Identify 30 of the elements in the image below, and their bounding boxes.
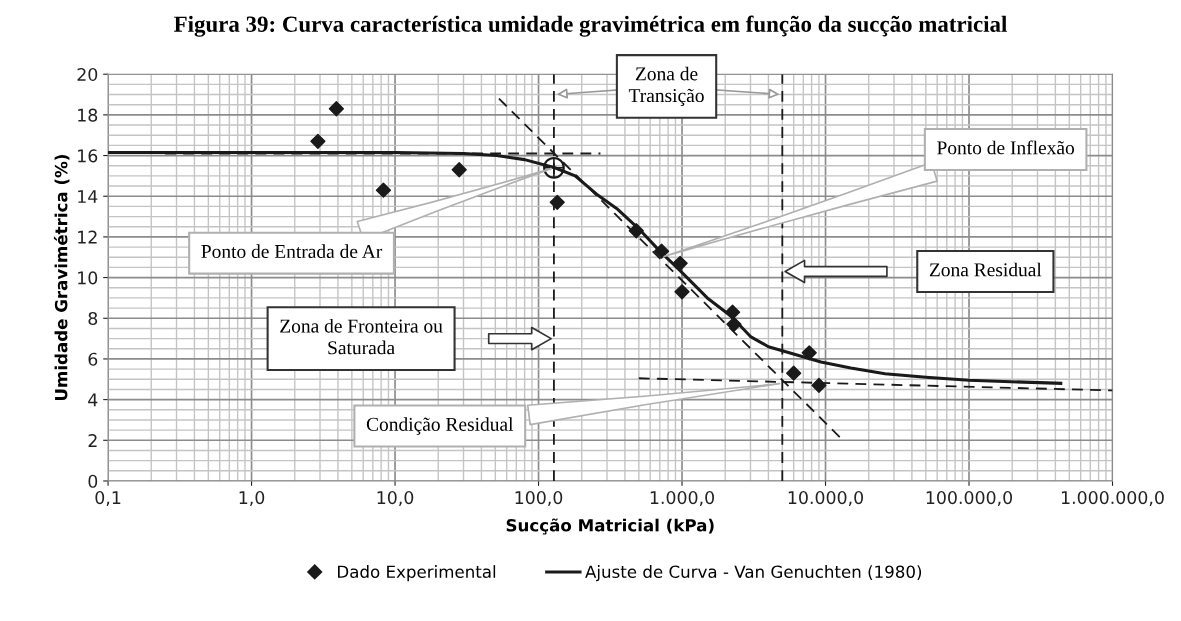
x-tick-label: 0,1 [95,490,121,506]
y-tick-label: 2 [88,434,97,447]
y-tick-label: 12 [78,230,97,244]
y-tick-label: 14 [78,190,98,203]
x-tick-label: 1,0 [239,490,265,506]
annotation: Ponto de Inflexão [937,140,1075,155]
annotation: Zona de Fronteira ou Saturada [280,318,443,355]
legend-label: Dado Experimental [338,565,496,582]
x-tick-label: 1.000,0 [650,490,715,506]
annotation: Condição Residual [366,417,514,435]
annotation: Zona de Transição [628,66,704,107]
y-tick-label: 6 [88,352,98,366]
chart-title: Figura 39: Curva característica umidade gravimétrica em função da sucção matricial [174,15,1007,37]
x-tick-label: 1.000.000,0 [1061,490,1164,506]
annotation: Ponto de Entrada de Ar [201,244,383,259]
x-tick-label: 100.000,0 [926,490,1013,506]
y-tick-label: 8 [88,311,98,326]
y-tick-label: 20 [77,67,98,82]
annotation: Zona Residual [929,262,1042,277]
x-axis-title: Sucção Matricial (kPa) [506,518,714,535]
x-tick-label: 10.000,0 [788,490,864,506]
legend-label: Ajuste de Curva - Van Genuchten (1980) [585,565,922,582]
y-tick-label: 16 [78,149,98,163]
x-tick-label: 10,0 [377,490,414,506]
y-tick-label: 0 [88,474,98,488]
y-tick-label: 10 [78,271,98,285]
y-axis-title: Umidade Gravimétrica (%) [53,155,70,401]
x-tick-label: 100,0 [515,490,563,506]
y-tick-label: 18 [78,108,98,122]
y-tick-label: 4 [88,393,98,407]
